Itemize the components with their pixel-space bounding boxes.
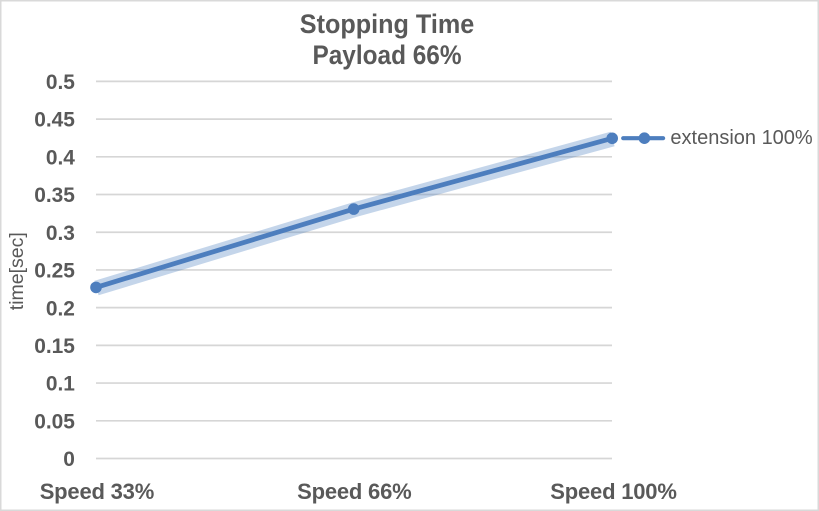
svg-text:0.4: 0.4: [46, 146, 75, 169]
svg-text:0.2: 0.2: [46, 297, 75, 320]
svg-text:0.35: 0.35: [34, 184, 75, 207]
svg-text:0.15: 0.15: [34, 335, 75, 358]
svg-text:time[sec]: time[sec]: [6, 232, 28, 310]
svg-text:0.05: 0.05: [34, 410, 75, 433]
svg-text:0.1: 0.1: [46, 373, 75, 396]
svg-text:0.5: 0.5: [46, 71, 75, 94]
svg-text:Speed 100%: Speed 100%: [550, 479, 676, 504]
svg-text:Speed 33%: Speed 33%: [40, 479, 154, 504]
svg-text:Stopping Time: Stopping Time: [300, 8, 474, 39]
svg-text:Payload 66%: Payload 66%: [312, 41, 461, 70]
svg-text:0: 0: [63, 448, 75, 471]
svg-text:extension 100%: extension 100%: [670, 127, 813, 149]
svg-text:0.25: 0.25: [34, 260, 75, 283]
svg-text:0.45: 0.45: [34, 109, 75, 132]
svg-text:Speed 66%: Speed 66%: [297, 479, 411, 504]
svg-text:0.3: 0.3: [46, 222, 75, 245]
